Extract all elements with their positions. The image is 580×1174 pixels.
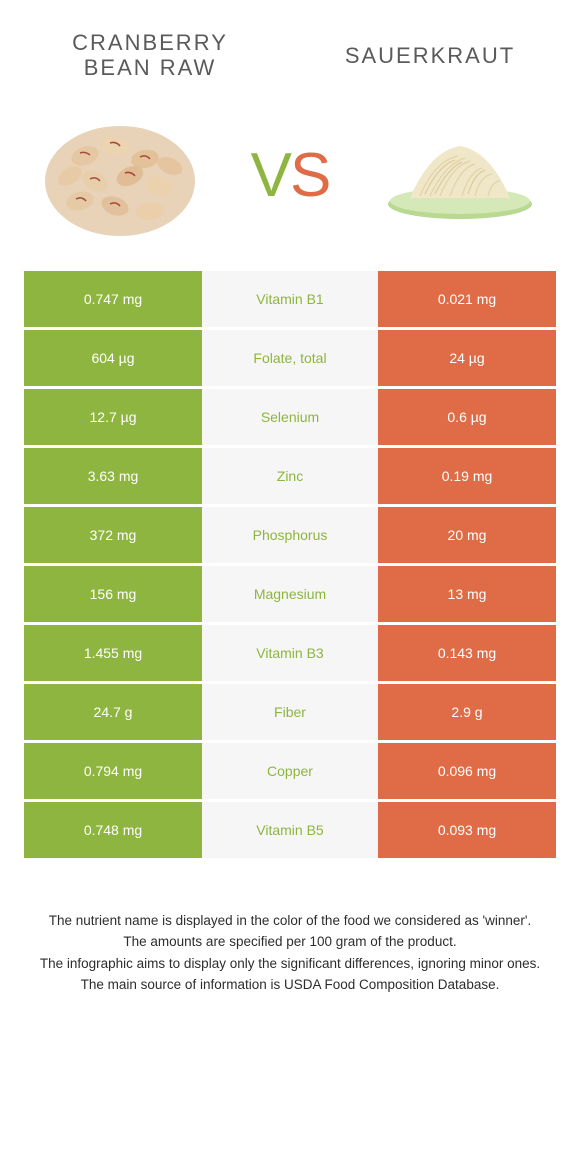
left-value: 0.748 mg: [24, 802, 202, 858]
nutrient-label: Zinc: [202, 448, 378, 504]
left-food-name-line2: bean raw: [50, 55, 250, 80]
nutrient-label: Vitamin B1: [202, 271, 378, 327]
left-value: 604 µg: [24, 330, 202, 386]
nutrient-label: Magnesium: [202, 566, 378, 622]
nutrient-label: Phosphorus: [202, 507, 378, 563]
right-value: 0.6 µg: [378, 389, 556, 445]
table-row: 12.7 µgSelenium0.6 µg: [24, 389, 556, 445]
table-row: 372 mgPhosphorus20 mg: [24, 507, 556, 563]
nutrient-table: 0.747 mgVitamin B10.021 mg604 µgFolate, …: [0, 271, 580, 858]
table-row: 156 mgMagnesium13 mg: [24, 566, 556, 622]
right-value: 24 µg: [378, 330, 556, 386]
table-row: 0.748 mgVitamin B50.093 mg: [24, 802, 556, 858]
right-value: 0.093 mg: [378, 802, 556, 858]
left-value: 12.7 µg: [24, 389, 202, 445]
table-row: 3.63 mgZinc0.19 mg: [24, 448, 556, 504]
left-value: 1.455 mg: [24, 625, 202, 681]
right-value: 20 mg: [378, 507, 556, 563]
left-value: 156 mg: [24, 566, 202, 622]
nutrient-label: Folate, total: [202, 330, 378, 386]
left-value: 3.63 mg: [24, 448, 202, 504]
right-food-name: Sauerkraut: [345, 43, 515, 68]
header-left-title: Cranberry bean raw: [50, 30, 250, 81]
right-food-image: [380, 111, 540, 241]
footer-line2: The amounts are specified per 100 gram o…: [36, 932, 544, 952]
right-value: 0.096 mg: [378, 743, 556, 799]
nutrient-label: Fiber: [202, 684, 378, 740]
right-value: 0.021 mg: [378, 271, 556, 327]
right-value: 13 mg: [378, 566, 556, 622]
left-food-name-line1: Cranberry: [50, 30, 250, 55]
right-value: 0.143 mg: [378, 625, 556, 681]
nutrient-label: Vitamin B5: [202, 802, 378, 858]
vs-v: V: [251, 141, 290, 210]
vs-label: VS: [251, 140, 330, 211]
beans-icon: [40, 111, 200, 241]
nutrient-label: Copper: [202, 743, 378, 799]
header-right-title: Sauerkraut: [330, 30, 530, 81]
left-value: 0.794 mg: [24, 743, 202, 799]
left-food-image: [40, 111, 200, 241]
footer-notes: The nutrient name is displayed in the co…: [0, 861, 580, 995]
table-row: 1.455 mgVitamin B30.143 mg: [24, 625, 556, 681]
left-value: 24.7 g: [24, 684, 202, 740]
footer-line4: The main source of information is USDA F…: [36, 975, 544, 995]
right-value: 0.19 mg: [378, 448, 556, 504]
footer-line3: The infographic aims to display only the…: [36, 954, 544, 974]
table-row: 0.747 mgVitamin B10.021 mg: [24, 271, 556, 327]
nutrient-label: Vitamin B3: [202, 625, 378, 681]
nutrient-label: Selenium: [202, 389, 378, 445]
sauerkraut-icon: [380, 126, 540, 226]
images-row: VS: [0, 91, 580, 271]
left-value: 0.747 mg: [24, 271, 202, 327]
right-value: 2.9 g: [378, 684, 556, 740]
left-value: 372 mg: [24, 507, 202, 563]
header: Cranberry bean raw Sauerkraut: [0, 0, 580, 91]
footer-line1: The nutrient name is displayed in the co…: [36, 911, 544, 931]
table-row: 24.7 gFiber2.9 g: [24, 684, 556, 740]
vs-s: S: [290, 141, 329, 210]
table-row: 0.794 mgCopper0.096 mg: [24, 743, 556, 799]
table-row: 604 µgFolate, total24 µg: [24, 330, 556, 386]
